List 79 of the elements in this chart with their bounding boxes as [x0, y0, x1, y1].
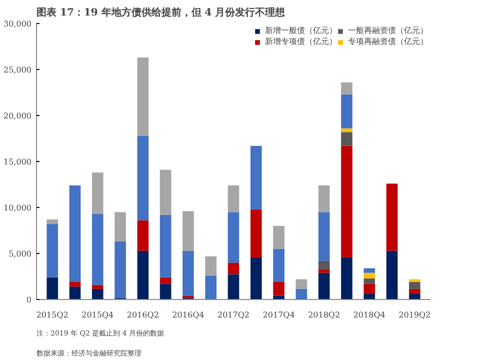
bar [408, 288, 420, 294]
bar [228, 262, 240, 274]
bar [318, 260, 330, 270]
legend-label: 新增一般债（亿元） [265, 25, 337, 36]
bar [46, 219, 58, 224]
x-tick-label: 2019Q2 [398, 310, 431, 320]
y-tick-label: 25,000 [4, 66, 32, 74]
legend-label: 新增专项债（亿元） [265, 36, 337, 47]
y-tick-label: 20,000 [4, 112, 32, 120]
bar [408, 282, 420, 289]
bar [92, 172, 104, 214]
bar [341, 94, 352, 128]
x-tick-label: 2016Q4 [172, 310, 204, 320]
y-tick-label: 15,000 [4, 158, 32, 166]
bar [92, 288, 104, 300]
x-tick-label: 2015Q4 [82, 310, 114, 320]
bar [160, 170, 172, 215]
bar [408, 279, 420, 282]
bar [341, 128, 352, 132]
bar [160, 284, 172, 300]
bar [228, 185, 240, 212]
bar [341, 82, 352, 94]
bar [205, 256, 217, 276]
y-tick-label: 0 [26, 296, 32, 304]
bar [205, 276, 217, 300]
bar [250, 257, 262, 300]
bar [318, 272, 330, 300]
bar [114, 212, 126, 242]
bar [318, 185, 330, 212]
bar [273, 282, 284, 296]
bar [137, 250, 149, 300]
y-tick-label: 30,000 [4, 20, 32, 28]
x-tick-label: 2018Q2 [308, 310, 340, 320]
bar [137, 220, 149, 251]
bar [46, 277, 58, 300]
chart-title: 图表 17：19 年地方债供给提前，但 4 月份发行不理想 [36, 6, 286, 18]
bar [296, 288, 308, 300]
x-tick-label: 2016Q2 [126, 310, 159, 320]
bar [273, 248, 284, 282]
bar [228, 274, 240, 300]
bar [160, 214, 172, 278]
y-tick-label: 10,000 [4, 204, 32, 212]
bar [69, 286, 81, 300]
bar [250, 146, 262, 210]
legend-label: 专项再融资债（亿元） [348, 36, 428, 47]
bar [364, 284, 376, 294]
bar [341, 146, 352, 258]
bar [364, 294, 376, 300]
y-tick-label: 5,000 [8, 250, 32, 258]
bar [296, 279, 308, 289]
bar [318, 212, 330, 261]
bar [318, 269, 330, 273]
bar [341, 132, 352, 146]
x-tick-label: 2018Q4 [353, 310, 386, 320]
bar [386, 250, 398, 300]
bar [114, 242, 126, 298]
bar [250, 209, 262, 258]
bar [137, 58, 149, 136]
bar [160, 277, 172, 284]
bar [408, 294, 420, 300]
bar [69, 185, 81, 282]
bar [92, 284, 104, 289]
bar [364, 268, 376, 273]
x-tick-label: 2017Q4 [262, 310, 295, 320]
bar [69, 282, 81, 287]
bar [228, 212, 240, 263]
x-tick-label: 2015Q2 [36, 310, 68, 320]
bar [46, 224, 58, 278]
bar [182, 211, 194, 251]
bar [137, 136, 149, 220]
bar [386, 184, 398, 251]
legend-label: 一般再融资债（亿元） [348, 25, 428, 36]
bar [182, 250, 194, 296]
bar [341, 257, 352, 300]
x-tick-label: 2017Q2 [217, 310, 250, 320]
bar [364, 272, 376, 278]
bar [273, 226, 284, 249]
bar [364, 278, 376, 284]
bar [92, 214, 104, 285]
